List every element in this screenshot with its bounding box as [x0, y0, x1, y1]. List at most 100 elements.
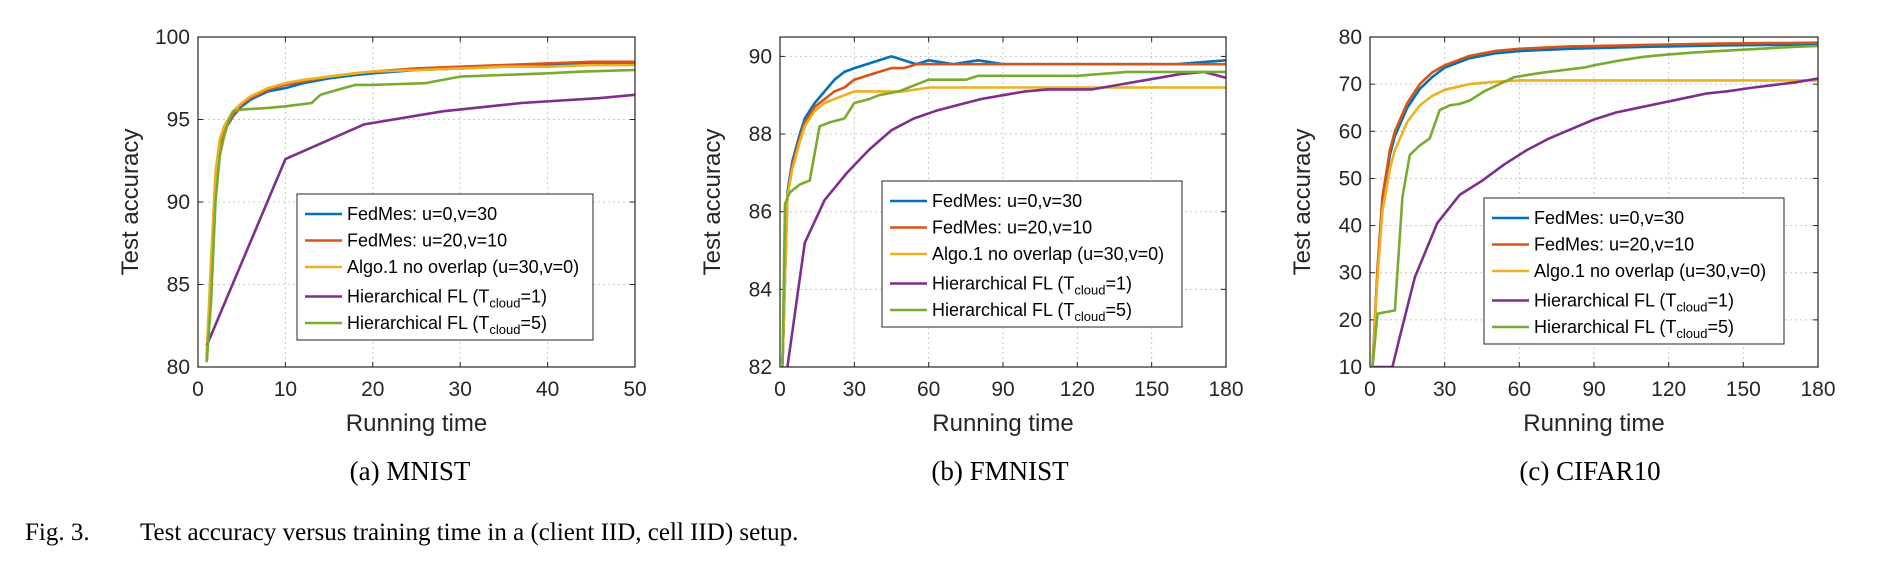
- series-line-hierarchical-fl-t-cloud-5: [1371, 44, 1818, 367]
- x-tick-label: 120: [1060, 378, 1095, 401]
- x-tick-label: 60: [917, 378, 940, 401]
- panel-subcaption: (b) FMNIST: [931, 456, 1069, 486]
- y-tick-label: 50: [1339, 167, 1362, 190]
- series-line-algo-1-no-overlap-u-30-v-0: [1371, 79, 1818, 367]
- legend-entry-text: Algo.1 no overlap (u=30,v=0): [932, 244, 1164, 264]
- series-line-hierarchical-fl-t-cloud-5: [205, 68, 635, 363]
- legend-entry: Algo.1 no overlap (u=30,v=0): [1534, 261, 1766, 281]
- legend-entry-text: Algo.1 no overlap (u=30,v=0): [1534, 261, 1766, 281]
- series-line-fedmes-u-20-v-10: [1371, 41, 1818, 367]
- y-axis-label: Test accuracy: [699, 129, 726, 276]
- legend-entry: FedMes: u=20,v=10: [1534, 235, 1694, 255]
- series-line-hierarchical-fl-t-cloud-1: [786, 70, 1226, 367]
- axes-box: [779, 36, 1227, 368]
- y-tick-label: 88: [749, 123, 772, 146]
- x-tick-label: 50: [623, 378, 646, 401]
- legend-entry-subscript: cloud: [489, 322, 520, 337]
- panel-subcaption: (a) MNIST: [350, 456, 471, 486]
- y-tick-label: 84: [749, 278, 773, 301]
- y-tick-label: 10: [1339, 356, 1362, 379]
- x-tick-label: 0: [192, 378, 204, 401]
- legend-entry: Algo.1 no overlap (u=30,v=0): [347, 257, 579, 277]
- x-tick-label: 20: [361, 378, 384, 401]
- legend-entry-text: FedMes: u=20,v=10: [347, 231, 507, 251]
- legend: FedMes: u=0,v=30 FedMes: u=20,v=10 Algo.1 …: [1483, 197, 1785, 345]
- x-tick-label: 90: [1582, 378, 1605, 401]
- legend-entry-text: FedMes: u=0,v=30: [932, 191, 1082, 211]
- legend-entry-subscript: cloud: [1074, 309, 1105, 324]
- panel-subcaption: (c) CIFAR10: [1519, 456, 1660, 486]
- x-axis-label: Running time: [346, 410, 487, 437]
- chart-panel-b: 0 30 60 90 120 150 180 82 84 86 88 90 Running time Te…: [699, 36, 1244, 486]
- legend-entry: Hierarchical FL (Tcloud=1): [1534, 291, 1734, 315]
- y-axis-label: Test accuracy: [1289, 129, 1316, 276]
- legend-entry-text: Hierarchical FL (T: [1534, 291, 1676, 311]
- y-tick-label: 20: [1339, 309, 1362, 332]
- legend-entry: FedMes: u=20,v=10: [347, 231, 507, 251]
- x-tick-label: 10: [274, 378, 297, 401]
- series-line-hierarchical-fl-t-cloud-5: [781, 70, 1226, 367]
- y-tick-label: 85: [167, 274, 190, 297]
- x-tick-label: 180: [1208, 378, 1243, 401]
- legend-entry-tail: =5): [520, 313, 547, 333]
- legend-entry-subscript: cloud: [1676, 300, 1707, 315]
- chart-panel-a: 0 10 20 30 40 50 80 85 90 95 100 Running time Test a…: [117, 26, 647, 486]
- legend-entry-text: Hierarchical FL (T: [1534, 317, 1676, 337]
- x-axis-label: Running time: [1523, 410, 1664, 437]
- legend-entry-subscript: cloud: [1074, 283, 1105, 298]
- series-line-fedmes-u-20-v-10: [781, 62, 1226, 364]
- legend-entry-text: Hierarchical FL (T: [347, 287, 489, 307]
- series-line-fedmes-u-20-v-10: [205, 60, 635, 363]
- y-tick-label: 80: [1339, 26, 1362, 49]
- legend-entry: FedMes: u=0,v=30: [1534, 208, 1684, 228]
- legend-entry-text: Hierarchical FL (T: [347, 313, 489, 333]
- x-tick-label: 30: [843, 378, 866, 401]
- x-axis-label: Running time: [932, 410, 1073, 437]
- legend-entry: FedMes: u=20,v=10: [932, 218, 1092, 238]
- legend-entry-text: FedMes: u=0,v=30: [347, 204, 497, 224]
- y-tick-label: 80: [167, 356, 190, 379]
- legend: FedMes: u=0,v=30 FedMes: u=20,v=10 Algo.1 …: [296, 193, 594, 341]
- chart-panel-c: 0 30 60 90 120 150 180 10 20 30 40 50 60 70 80 Running …: [1289, 26, 1836, 486]
- y-tick-label: 82: [749, 356, 772, 379]
- legend-entry-subscript: cloud: [489, 296, 520, 311]
- series-lines: [205, 60, 635, 363]
- legend-entry-tail: =5): [1707, 317, 1734, 337]
- x-tick-label: 0: [774, 378, 786, 401]
- x-tick-label: 120: [1651, 378, 1686, 401]
- legend-entry-tail: =5): [1105, 300, 1132, 320]
- legend-entry-tail: =1): [520, 287, 547, 307]
- legend-entry: Hierarchical FL (Tcloud=5): [932, 300, 1132, 324]
- x-tick-label: 90: [991, 378, 1014, 401]
- x-tick-label: 30: [449, 378, 472, 401]
- legend-entry: Hierarchical FL (Tcloud=5): [347, 313, 547, 337]
- series-lines: [1371, 41, 1818, 367]
- legend-entry-text: Hierarchical FL (T: [932, 300, 1074, 320]
- x-tick-label: 30: [1433, 378, 1456, 401]
- y-axis-label: Test accuracy: [117, 129, 144, 276]
- legend-entry: Hierarchical FL (Tcloud=5): [1534, 317, 1734, 341]
- legend-entry-text: FedMes: u=20,v=10: [932, 218, 1092, 238]
- y-tick-label: 86: [749, 201, 772, 224]
- legend-entry-subscript: cloud: [1676, 326, 1707, 341]
- figure-caption-text: Test accuracy versus training time in a …: [140, 519, 798, 546]
- legend-box: [1483, 197, 1785, 345]
- x-tick-label: 60: [1508, 378, 1531, 401]
- y-tick-label: 90: [167, 191, 190, 214]
- axes-box: [1369, 36, 1819, 368]
- series-lines: [781, 55, 1226, 367]
- y-tick-label: 40: [1339, 215, 1362, 238]
- y-tick-label: 30: [1339, 262, 1362, 285]
- legend-entry-text: Algo.1 no overlap (u=30,v=0): [347, 257, 579, 277]
- y-tick-label: 100: [155, 26, 190, 49]
- y-tick-label: 60: [1339, 120, 1362, 143]
- legend-entry: Hierarchical FL (Tcloud=1): [347, 287, 547, 311]
- legend-entry: FedMes: u=0,v=30: [347, 204, 497, 224]
- legend-entry: Algo.1 no overlap (u=30,v=0): [932, 244, 1164, 264]
- legend-box: [881, 180, 1183, 328]
- series-line-hierarchical-fl-t-cloud-1: [1372, 77, 1818, 367]
- axes-box: [197, 36, 636, 368]
- x-tick-label: 40: [536, 378, 559, 401]
